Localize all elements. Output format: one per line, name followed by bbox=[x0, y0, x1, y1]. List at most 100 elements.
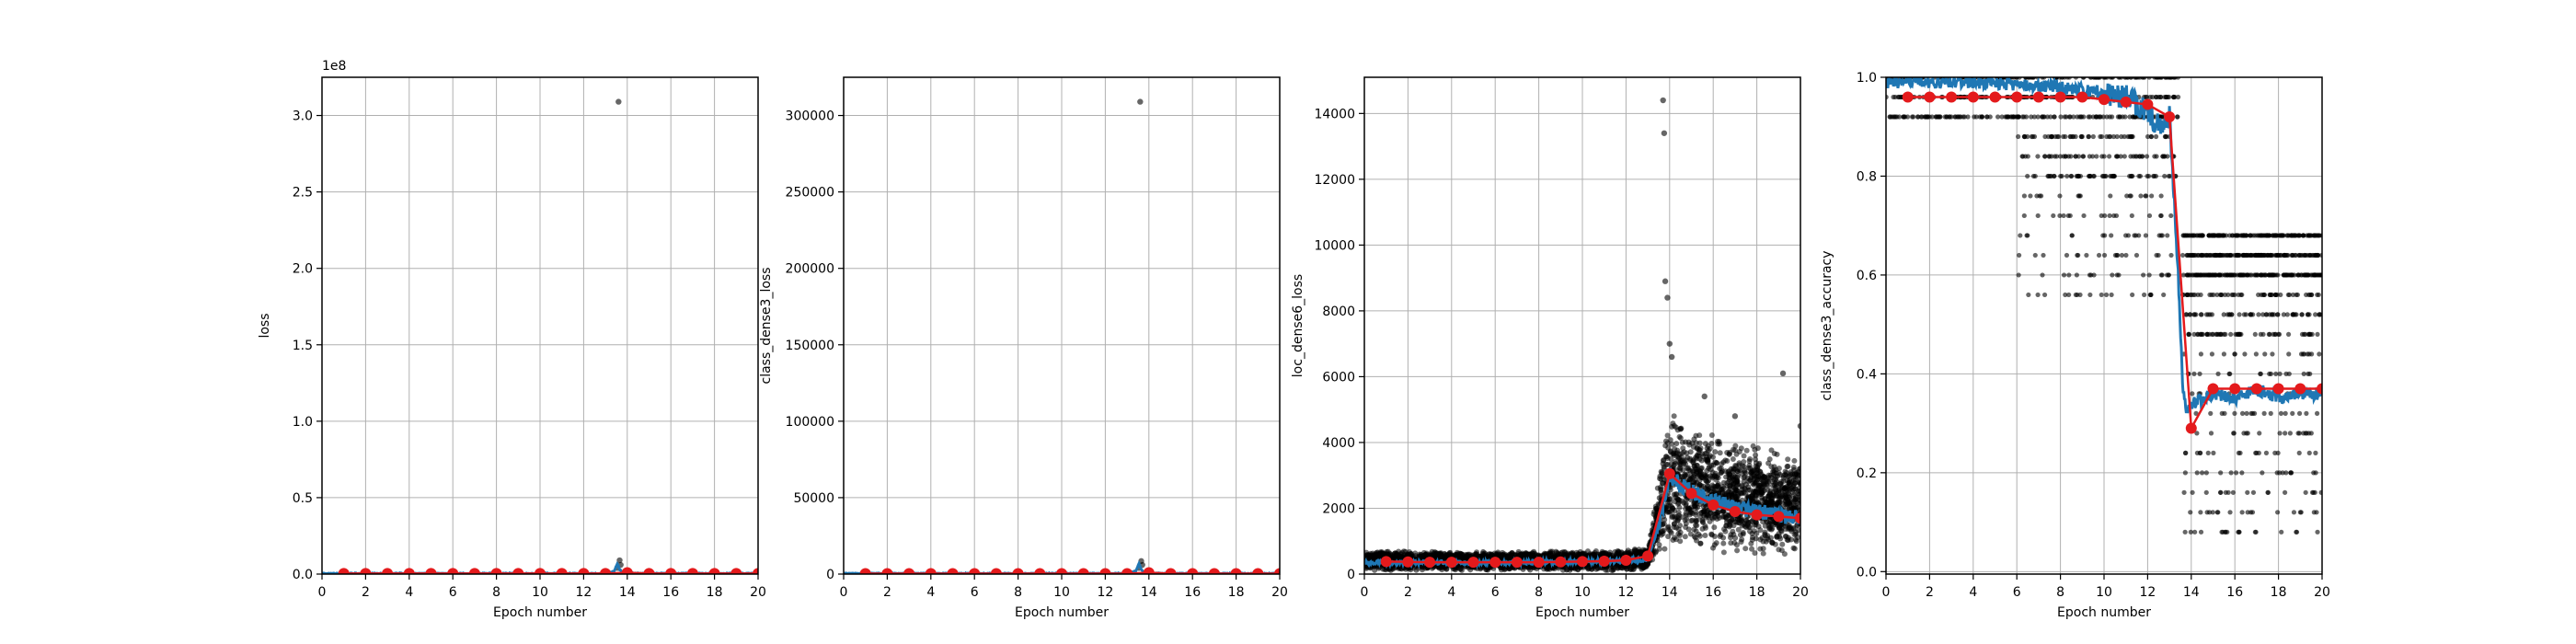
raw-point bbox=[1699, 518, 1706, 524]
epoch-mean-marker bbox=[925, 568, 937, 574]
x-tick-label: 2 bbox=[1404, 585, 1412, 600]
raw-point bbox=[1775, 473, 1781, 479]
raw-point bbox=[1739, 482, 1745, 489]
x-axis-label: Epoch number bbox=[493, 605, 587, 620]
raw-point bbox=[1685, 467, 1692, 474]
y-tick-label: 250000 bbox=[786, 186, 834, 201]
raw-point bbox=[1672, 445, 1678, 452]
epoch-mean-marker bbox=[665, 568, 677, 574]
x-tick-label: 4 bbox=[1447, 585, 1455, 600]
x-tick-label: 4 bbox=[926, 585, 935, 600]
raw-point bbox=[1712, 449, 1719, 455]
epoch-mean-marker bbox=[1445, 557, 1457, 569]
raw-point bbox=[1753, 478, 1759, 485]
chart-panel-3: 0 2 4 6 8 10 12 14 16 18 2002000400060008000100001… bbox=[1291, 76, 1809, 620]
raw-point bbox=[1933, 114, 1938, 120]
epoch-mean-marker bbox=[1729, 506, 1741, 518]
raw-point bbox=[1666, 340, 1673, 347]
raw-point bbox=[1750, 498, 1756, 504]
raw-point bbox=[1708, 441, 1715, 447]
epoch-mean-marker bbox=[1230, 568, 1242, 574]
raw-point bbox=[1685, 439, 1692, 445]
y-axis-label: loss bbox=[258, 313, 272, 338]
raw-point bbox=[1747, 465, 1754, 471]
raw-point bbox=[1732, 443, 1739, 449]
raw-point bbox=[1750, 535, 1756, 541]
raw-point bbox=[1662, 443, 1669, 449]
data-layer bbox=[1364, 97, 1800, 573]
epoch-mean-marker bbox=[382, 568, 394, 574]
epoch-mean-marker bbox=[621, 567, 633, 574]
raw-point bbox=[1731, 466, 1738, 472]
raw-point bbox=[2145, 133, 2151, 140]
raw-point bbox=[1764, 477, 1770, 484]
raw-point bbox=[1713, 460, 1719, 466]
raw-point bbox=[1694, 537, 1700, 544]
x-tick-label: 8 bbox=[492, 585, 500, 600]
raw-point bbox=[1595, 551, 1602, 558]
raw-point bbox=[1665, 534, 1672, 540]
epoch-mean-marker bbox=[447, 568, 459, 574]
raw-point bbox=[1942, 114, 1948, 120]
raw-point bbox=[1677, 426, 1684, 432]
raw-point bbox=[2175, 114, 2180, 120]
raw-point bbox=[1754, 493, 1760, 500]
raw-point bbox=[1683, 457, 1689, 464]
raw-point bbox=[1663, 454, 1670, 460]
x-tick-label: 8 bbox=[1014, 585, 1022, 600]
epoch-mean-marker bbox=[881, 568, 893, 574]
raw-point bbox=[1589, 566, 1595, 572]
raw-point bbox=[2122, 114, 2128, 120]
y-tick-label: 1.5 bbox=[293, 339, 313, 353]
epoch-mean-marker bbox=[903, 568, 915, 574]
raw-point bbox=[1972, 114, 1977, 120]
x-tick-label: 14 bbox=[619, 585, 636, 600]
raw-point bbox=[1137, 98, 1144, 105]
raw-point bbox=[1753, 489, 1759, 495]
raw-point bbox=[1733, 542, 1740, 548]
raw-point bbox=[1667, 502, 1673, 509]
raw-point bbox=[1714, 516, 1720, 523]
x-tick-label: 2 bbox=[362, 585, 370, 600]
raw-point bbox=[1742, 546, 1749, 552]
raw-point bbox=[1366, 552, 1373, 558]
chart-panel-4: 0 2 4 6 8 10 12 14 16 18 200.00.20.40.60.81.0Epoch… bbox=[1820, 71, 2330, 620]
raw-point bbox=[1740, 531, 1746, 537]
raw-point bbox=[2076, 114, 2083, 120]
raw-point bbox=[1547, 566, 1553, 572]
raw-point bbox=[1709, 469, 1716, 476]
data-layer bbox=[1886, 77, 2322, 535]
y-tick-label: 200000 bbox=[786, 262, 834, 277]
raw-point bbox=[1457, 566, 1464, 572]
epoch-mean-marker bbox=[535, 568, 546, 574]
raw-point bbox=[1726, 451, 1732, 457]
x-tick-label: 6 bbox=[1491, 585, 1500, 600]
raw-point bbox=[1707, 463, 1713, 469]
raw-point bbox=[1671, 413, 1677, 420]
raw-point bbox=[1739, 517, 1745, 523]
epoch-mean-marker bbox=[338, 568, 350, 574]
raw-point bbox=[1653, 505, 1660, 512]
raw-point bbox=[2167, 94, 2172, 100]
raw-point bbox=[1715, 438, 1721, 444]
raw-point bbox=[1904, 114, 1911, 120]
raw-point bbox=[2016, 114, 2021, 120]
epoch-mean-marker bbox=[1424, 557, 1436, 569]
epoch-mean-marker bbox=[468, 568, 480, 574]
epoch-mean-marker bbox=[1380, 556, 1392, 568]
raw-point bbox=[1757, 527, 1764, 534]
raw-point bbox=[2110, 133, 2117, 140]
raw-point bbox=[1675, 531, 1682, 537]
raw-point bbox=[1560, 567, 1567, 573]
raw-point bbox=[1704, 483, 1710, 489]
epoch-mean-marker bbox=[1099, 568, 1111, 574]
raw-point bbox=[1669, 441, 1675, 447]
raw-point bbox=[1664, 462, 1671, 468]
epoch-mean-marker bbox=[360, 568, 372, 574]
raw-point bbox=[1708, 432, 1715, 439]
epoch-mean-marker bbox=[1577, 556, 1588, 568]
raw-point bbox=[1512, 551, 1518, 558]
raw-point bbox=[1640, 546, 1647, 553]
raw-point bbox=[1693, 518, 1699, 524]
raw-point bbox=[1719, 489, 1725, 496]
